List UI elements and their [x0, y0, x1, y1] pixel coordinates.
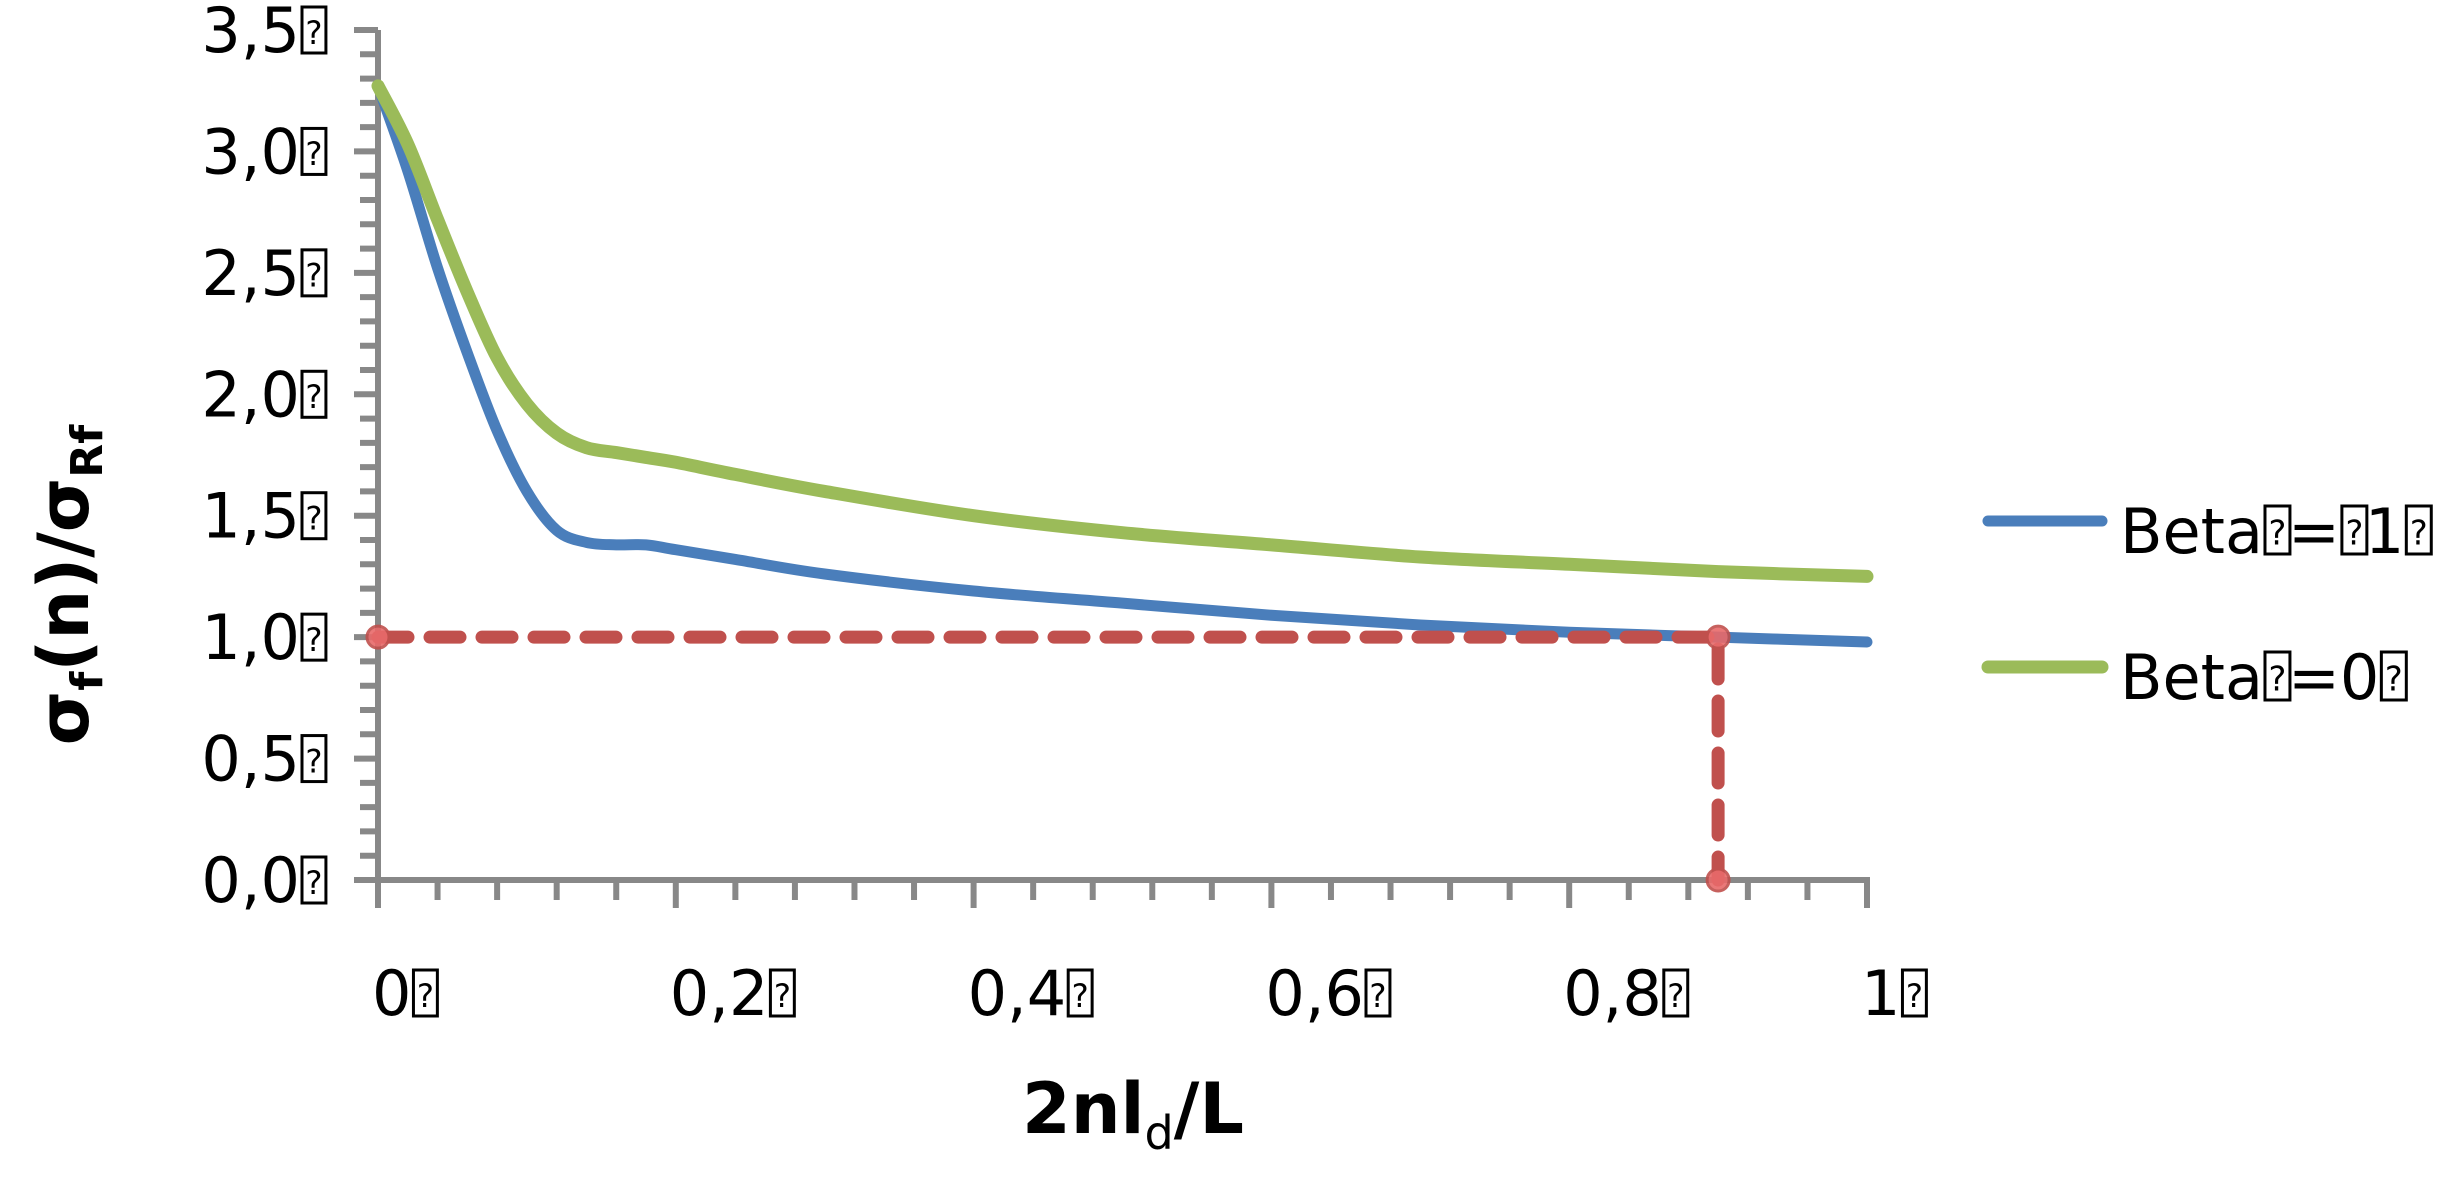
missing-glyph-icon: ? [300, 126, 328, 176]
series-beta-0-line [371, 79, 1874, 583]
svg-text:?: ? [1072, 977, 1089, 1015]
legend-label: Beta [2120, 495, 2263, 568]
x-tick-label: 1? [1861, 957, 1928, 1030]
guide-point-marker [1705, 867, 1731, 893]
x-tick-label: 0? [372, 957, 439, 1030]
y-tick-label: 3,0 [201, 115, 300, 188]
svg-text:0,2: 0,2 [670, 957, 769, 1030]
missing-glyph-icon: ? [2404, 504, 2433, 556]
missing-glyph-icon: ? [300, 5, 328, 55]
missing-glyph-icon: ? [300, 248, 328, 298]
missing-glyph-icon: ? [300, 491, 328, 541]
y-axis-ticks: 0,0 ?0,5 ?1,0 ?1,5 ?2,0 ?2,5 ?3,0 ?3,5? [201, 0, 378, 917]
missing-glyph-icon: ? [300, 612, 328, 662]
legend-label: = [2288, 495, 2340, 568]
svg-text:?: ? [1369, 977, 1386, 1015]
guide-point-marker [365, 624, 391, 650]
svg-text:?: ? [2410, 513, 2428, 552]
svg-text:?: ? [2385, 659, 2403, 698]
missing-glyph-icon: ? [1066, 968, 1094, 1018]
svg-text:?: ? [2269, 659, 2287, 698]
missing-glyph-icon: ? [300, 369, 328, 419]
y-tick-label: 0,0 [201, 844, 300, 917]
y-tick-label: 2,5 [201, 237, 300, 310]
svg-text:0,4: 0,4 [968, 957, 1067, 1030]
x-axis-title: 2nld/L [1022, 1068, 1244, 1160]
missing-glyph-icon: ? [2263, 504, 2292, 556]
svg-text:?: ? [2269, 513, 2287, 552]
x-tick-label: 0,6? [1265, 957, 1392, 1030]
svg-text:?: ? [305, 378, 322, 416]
svg-text:?: ? [305, 742, 322, 780]
svg-text:0: 0 [372, 957, 411, 1030]
x-tick-label: 0,4? [968, 957, 1094, 1030]
missing-glyph-icon: ? [2263, 650, 2292, 702]
svg-text:?: ? [305, 621, 322, 659]
legend-label: =0 [2288, 641, 2379, 714]
missing-glyph-icon: ? [1900, 968, 1928, 1018]
svg-text:?: ? [305, 14, 322, 52]
series-beta-1-line [372, 80, 1873, 648]
x-axis-title-text: 2nld/L [1022, 1068, 1244, 1160]
threshold-guide [365, 624, 1731, 893]
svg-text:?: ? [1667, 977, 1684, 1015]
missing-glyph-icon: ? [1364, 968, 1392, 1018]
svg-text:?: ? [417, 977, 434, 1015]
y-tick-label: 1,0 [201, 601, 300, 674]
svg-text:?: ? [774, 977, 791, 1015]
missing-glyph-icon: ? [1662, 968, 1690, 1018]
y-tick-label: 3,5 [201, 0, 300, 67]
legend-label: 1 [2365, 495, 2404, 568]
svg-text:?: ? [305, 864, 322, 902]
missing-glyph-icon: ? [300, 855, 328, 905]
legend: Beta? =? 1 ?Beta? =0? [1981, 495, 2433, 714]
series-lines [371, 79, 1874, 648]
y-tick-label: 0,5 [201, 723, 300, 796]
svg-text:?: ? [305, 257, 322, 295]
x-axis-ticks: 0? 0,2? 0,4? 0,6? 0,8? 1? [372, 880, 1928, 1030]
missing-glyph-icon: ? [2340, 504, 2369, 556]
y-tick-label: 2,0 [201, 358, 300, 431]
svg-text:?: ? [1906, 977, 1923, 1015]
missing-glyph-icon: ? [2379, 650, 2408, 702]
svg-text:?: ? [305, 135, 322, 173]
legend-label: Beta [2120, 641, 2263, 714]
legend-item: Beta? =0? [1981, 641, 2408, 714]
svg-text:0,8: 0,8 [1563, 957, 1662, 1030]
legend-item: Beta? =? 1? [1982, 495, 2433, 568]
svg-text:0,6: 0,6 [1265, 957, 1364, 1030]
missing-glyph-icon: ? [411, 968, 439, 1018]
x-tick-label: 0,2? [670, 957, 796, 1030]
y-axis-title: σf(n)/σRf [23, 424, 113, 745]
axes [354, 30, 1870, 883]
missing-glyph-icon: ? [768, 968, 796, 1018]
svg-text:?: ? [2345, 513, 2363, 552]
missing-glyph-icon: ? [300, 734, 328, 784]
y-axis-title-text: σf(n)/σRf [23, 424, 113, 745]
y-tick-label: 1,5 [201, 480, 300, 553]
guide-point-marker [1705, 624, 1731, 650]
svg-text:?: ? [305, 500, 322, 538]
svg-text:1: 1 [1861, 957, 1900, 1030]
dashed-guide-line [371, 630, 1725, 887]
x-tick-label: 0,8? [1563, 957, 1690, 1030]
